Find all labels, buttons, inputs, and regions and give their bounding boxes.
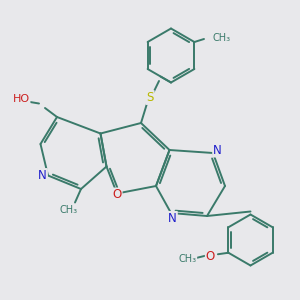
Text: CH₃: CH₃ bbox=[213, 33, 231, 43]
Text: O: O bbox=[112, 188, 122, 202]
Text: S: S bbox=[146, 91, 154, 104]
Text: CH₃: CH₃ bbox=[178, 254, 196, 264]
Text: O: O bbox=[206, 250, 215, 263]
Text: N: N bbox=[213, 143, 222, 157]
Text: N: N bbox=[168, 212, 177, 225]
Text: CH₃: CH₃ bbox=[60, 205, 78, 215]
Text: HO: HO bbox=[12, 94, 30, 104]
Text: N: N bbox=[38, 169, 47, 182]
